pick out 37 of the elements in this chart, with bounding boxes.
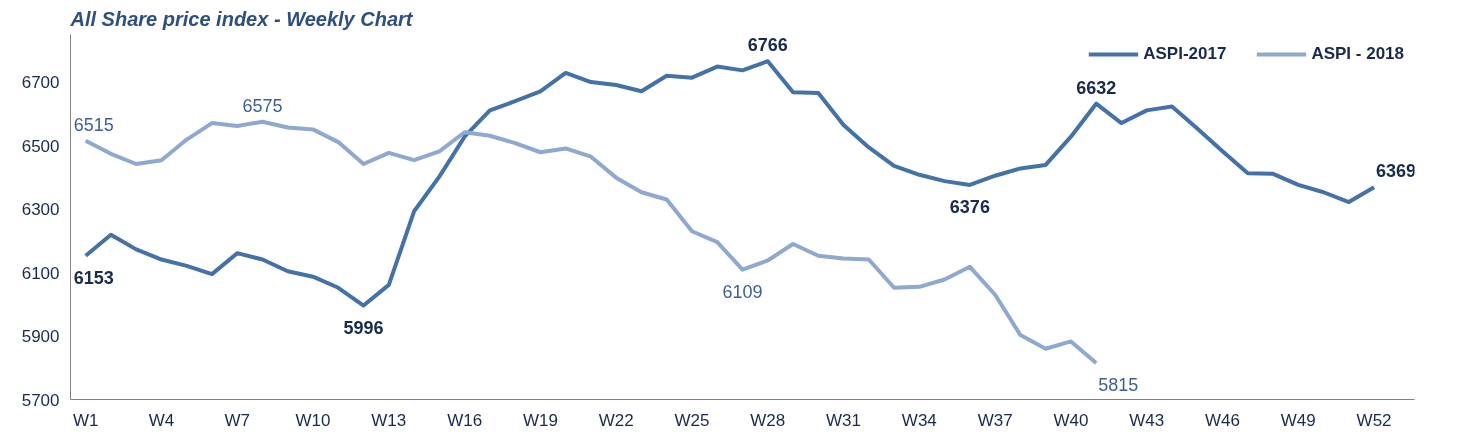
y-tick-label: 5900 [21, 327, 60, 347]
x-tick-label: W25 [674, 410, 710, 430]
x-tick-label: W40 [1053, 410, 1089, 430]
legend-label: ASPI-2017 [1143, 44, 1227, 64]
x-tick-label: W4 [148, 410, 175, 430]
y-tick-label: 6500 [21, 136, 60, 156]
x-tick-label: W19 [522, 410, 558, 430]
x-tick-label: W49 [1280, 410, 1316, 430]
data-label: 6766 [747, 35, 788, 56]
x-tick-label: W37 [977, 410, 1013, 430]
data-label: 5815 [1098, 375, 1139, 395]
data-label: 6109 [722, 281, 763, 302]
data-label: 6376 [949, 196, 990, 217]
chart-title: All Share price index - Weekly Chart [69, 7, 414, 30]
x-tick-label: W13 [371, 410, 407, 430]
x-tick-label: W31 [826, 410, 862, 430]
x-tick-label: W43 [1129, 410, 1165, 430]
y-tick-label: 6700 [21, 73, 60, 93]
data-label: 6632 [1076, 77, 1117, 98]
x-tick-label: W46 [1205, 410, 1240, 430]
x-tick-label: W22 [598, 410, 634, 430]
data-label: 6369 [1376, 161, 1417, 182]
x-tick-label: W1 [72, 410, 99, 430]
x-tick-label: W10 [295, 410, 331, 430]
legend-label: ASPI - 2018 [1311, 44, 1404, 64]
x-tick-label: W34 [901, 410, 937, 430]
x-tick-label: W28 [750, 410, 786, 430]
data-label: 6153 [73, 267, 114, 288]
y-tick-label: 6100 [21, 263, 60, 283]
y-tick-label: 6300 [21, 200, 60, 220]
y-tick-label: 5700 [21, 390, 60, 410]
x-tick-label: W52 [1356, 410, 1392, 430]
x-tick-label: W16 [447, 410, 483, 430]
data-label: 5996 [343, 317, 384, 338]
x-tick-label: W7 [224, 410, 250, 430]
data-label: 6575 [242, 95, 283, 116]
data-label: 6515 [73, 114, 114, 135]
